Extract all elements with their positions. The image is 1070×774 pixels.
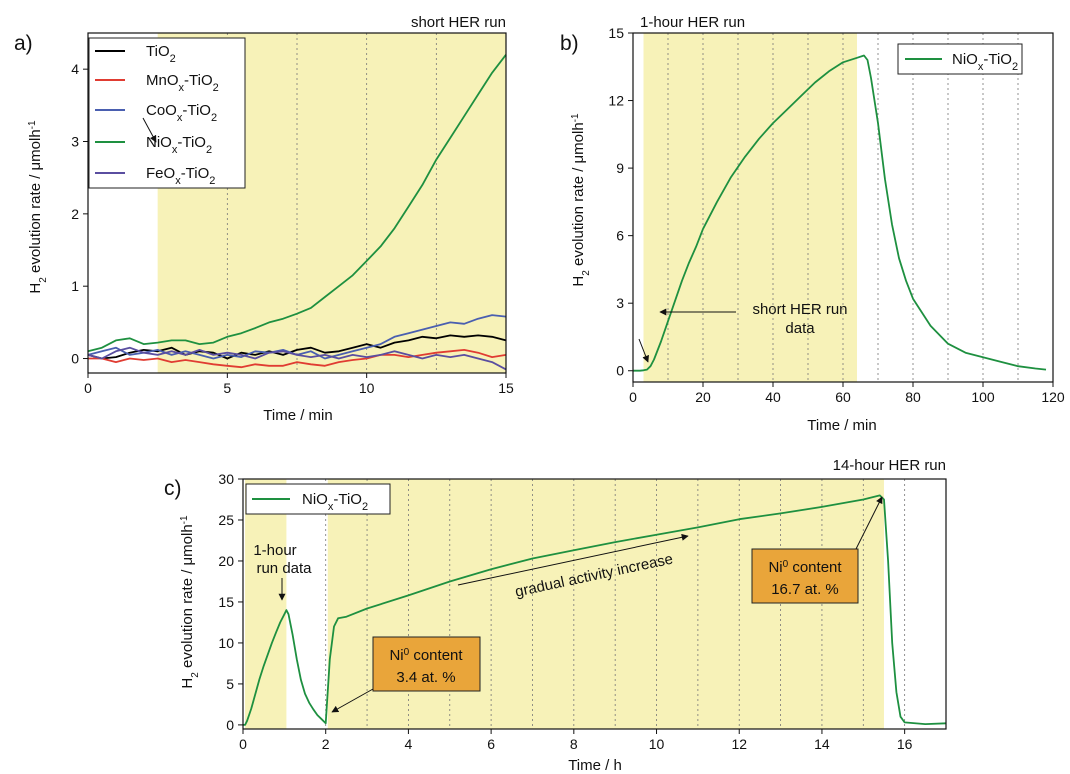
panel-a-legend: TiO2 MnOx-TiO2 CoOx-TiO2 NiOx-TiO2 FeOx-…	[88, 37, 246, 189]
panel-c-x-tick-label: 6	[487, 736, 495, 752]
panel-c-illumination-region-0	[245, 479, 287, 729]
panel-a-y-tick-label: 2	[71, 206, 79, 222]
panel-c-y-axis-label: H2 evolution rate / μmolh-1	[179, 515, 201, 689]
panel-b-x-tick-label: 20	[695, 389, 711, 405]
panel-a-y-tick-label: 1	[71, 278, 79, 294]
panel-b-y-tick-label: 9	[616, 160, 624, 176]
svg-text:16.7 at. %: 16.7 at. %	[771, 581, 839, 598]
panel-c-x-tick-label: 16	[897, 736, 913, 752]
panel-a-x-tick-label: 0	[84, 380, 92, 396]
panel-b-illumination-region-0	[643, 33, 857, 382]
svg-text:1-hour: 1-hour	[253, 542, 296, 559]
panel-b-y-axis-label: H2 evolution rate / μmolh-1	[570, 113, 592, 287]
legend-entry-niox: NiOx-TiO2	[302, 491, 368, 513]
panel-b-y-tick-label: 15	[608, 25, 624, 41]
panel-a-y-tick-label: 3	[71, 134, 79, 150]
panel-c: 0 2 4 6 8 10 12 14 16 0 5 10 15 20 25 30 c) 14-hour HER …	[164, 457, 947, 774]
panel-c-legend: NiOx-TiO2	[245, 483, 391, 515]
panel-c-x-tick-label: 8	[570, 736, 578, 752]
svg-text:TiO2: TiO2	[146, 43, 176, 65]
panel-a-y-tick-label: 0	[71, 351, 79, 367]
legend-entry-niox: NiOx-TiO2	[952, 51, 1018, 73]
panel-b-x-axis-label: Time / min	[807, 417, 876, 434]
legend-entry-feox: FeOx-TiO2	[95, 165, 215, 187]
svg-text:short HER run: short HER run	[752, 301, 847, 318]
panel-b-label: b)	[560, 32, 579, 55]
panel-b-y-tick-label: 12	[608, 93, 624, 109]
panel-a-x-tick-label: 10	[359, 380, 375, 396]
panel-b-x-tick-label: 60	[835, 389, 851, 405]
svg-text:run data: run data	[256, 560, 312, 577]
svg-text:CoOx-TiO2: CoOx-TiO2	[146, 102, 217, 124]
panel-a-light-on-arrow	[142, 117, 157, 143]
panel-a-y-axis-label: H2 evolution rate / μmolh-1	[27, 120, 49, 294]
panel-a-series-feox	[87, 346, 507, 371]
svg-text:3.4 at. %: 3.4 at. %	[396, 669, 455, 686]
panel-c-x-tick-label: 0	[239, 736, 247, 752]
panel-a-series-niox	[87, 54, 507, 353]
panel-b-plot: 0 20 40 60 80 100 120 0 3 6 9 12 15	[608, 25, 1064, 405]
panel-b-x-tick-label: 80	[905, 389, 921, 405]
panel-c-x-tick-label: 12	[731, 736, 747, 752]
panel-b-x-tick-label: 120	[1041, 389, 1065, 405]
panel-b-y-tick-label: 0	[616, 363, 624, 379]
panel-a-run-label: short HER run	[411, 14, 506, 31]
svg-text:MnOx-TiO2: MnOx-TiO2	[146, 72, 219, 94]
panel-b-x-tick-label: 0	[629, 389, 637, 405]
panel-b-y-tick-label: 3	[616, 295, 624, 311]
panel-c-label: c)	[164, 477, 182, 500]
ni-content-box-high: Ni0 content 16.7 at. %	[751, 496, 883, 604]
svg-text:Ni0 content: Ni0 content	[389, 647, 463, 665]
panel-b-x-tick-label: 40	[765, 389, 781, 405]
panel-c-x-tick-label: 4	[405, 736, 413, 752]
panel-c-x-tick-label: 10	[649, 736, 665, 752]
panel-a-x-tick-label: 5	[223, 380, 231, 396]
svg-text:Ni0 content: Ni0 content	[768, 559, 842, 577]
panel-c-plot: 0 2 4 6 8 10 12 14 16 0 5 10 15 20 25 30	[218, 471, 947, 752]
panel-b-series-niox	[633, 54, 1047, 372]
panel-b: 0 20 40 60 80 100 120 0 3 6 9 12 15 b) 1-hour HER run…	[560, 14, 1065, 434]
panel-c-run-label: 14-hour HER run	[833, 457, 946, 474]
legend-entry-coox: CoOx-TiO2	[95, 102, 217, 124]
panel-b-legend: NiOx-TiO2	[897, 43, 1023, 75]
panel-c-y-tick-label: 20	[218, 553, 234, 569]
panel-b-light-on-arrow	[638, 338, 649, 363]
legend-entry-mnox: MnOx-TiO2	[95, 72, 219, 94]
panel-c-axes-frame	[242, 478, 947, 730]
panel-a: 0 5 10 15 0 1 2 3 4 a) short HER run Time / min H…	[14, 14, 514, 424]
panel-c-y-tick-label: 15	[218, 594, 234, 610]
panel-a-x-tick-label: 15	[498, 380, 514, 396]
panel-a-label: a)	[14, 32, 33, 55]
panel-c-y-tick-label: 30	[218, 471, 234, 487]
svg-text:data: data	[785, 320, 815, 337]
ni-content-box-low: Ni0 content 3.4 at. %	[331, 636, 481, 713]
panel-a-series-mnox	[88, 348, 507, 369]
panel-c-y-tick-label: 0	[226, 717, 234, 733]
panel-c-y-tick-label: 5	[226, 676, 234, 692]
panel-c-x-axis-label: Time / h	[568, 757, 622, 774]
panel-c-y-tick-label: 25	[218, 512, 234, 528]
panel-c-x-tick-label: 2	[322, 736, 330, 752]
panel-a-x-axis-label: Time / min	[263, 407, 332, 424]
panel-a-axes-frame	[87, 32, 507, 374]
panel-c-y-tick-label: 10	[218, 635, 234, 651]
panel-b-short-run-annotation: short HER run data	[659, 301, 848, 337]
panel-a-series-tio2	[87, 334, 507, 360]
panel-b-run-label: 1-hour HER run	[640, 14, 745, 31]
svg-text:FeOx-TiO2: FeOx-TiO2	[146, 165, 215, 187]
legend-entry-tio2: TiO2	[95, 43, 176, 65]
panel-c-one-hour-annotation: 1-hour run data	[253, 542, 312, 601]
panel-c-x-tick-label: 14	[814, 736, 830, 752]
panel-b-y-tick-label: 6	[616, 228, 624, 244]
panel-a-y-tick-label: 4	[71, 61, 79, 77]
panel-b-x-tick-label: 100	[971, 389, 995, 405]
panel-c-series-niox	[243, 494, 947, 726]
